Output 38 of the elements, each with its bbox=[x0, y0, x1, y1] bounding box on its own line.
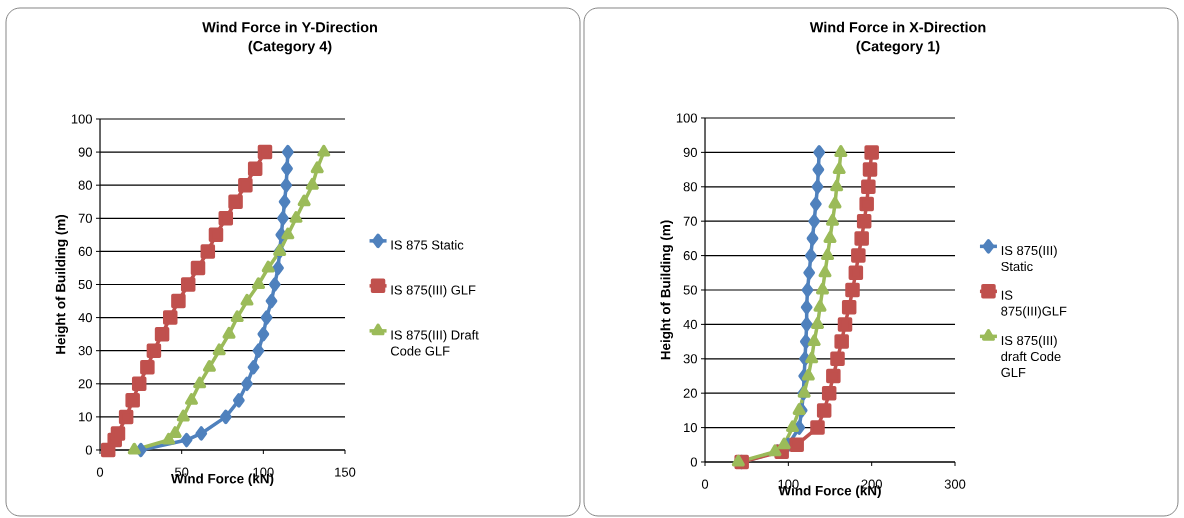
x-tick-label: 300 bbox=[944, 479, 966, 489]
y-tick-label: 100 bbox=[676, 113, 697, 123]
y-tick-label: 90 bbox=[683, 147, 697, 157]
y-tick-label: 50 bbox=[683, 285, 697, 295]
y-tick-label: 70 bbox=[683, 216, 697, 226]
y-tick-label: 0 bbox=[85, 445, 92, 455]
y-axis-title: Height of Building (m) bbox=[55, 214, 69, 354]
legend-label: IS 875(III) Static bbox=[1001, 245, 1057, 272]
y-tick-label: 90 bbox=[78, 147, 92, 157]
chart-subtitle: (Category 4) bbox=[248, 40, 332, 55]
x-tick-label: 0 bbox=[701, 479, 709, 489]
y-tick-label: 20 bbox=[683, 388, 697, 398]
y-tick-label: 70 bbox=[78, 213, 92, 223]
y-tick-label: 100 bbox=[71, 114, 92, 124]
y-axis-title: Height of Building (m) bbox=[660, 220, 674, 360]
y-tick-label: 0 bbox=[690, 457, 697, 467]
legend-label: IS 875 Static bbox=[391, 240, 464, 250]
y-tick-label: 80 bbox=[78, 180, 92, 190]
y-tick-label: 30 bbox=[78, 346, 92, 356]
y-tick-label: 20 bbox=[78, 379, 92, 389]
y-tick-label: 10 bbox=[684, 423, 697, 433]
chart-title: Wind Force in Y-Direction bbox=[202, 21, 377, 33]
x-tick-label: 150 bbox=[335, 467, 356, 477]
y-tick-label: 40 bbox=[78, 313, 92, 323]
chart-subtitle: (Category 1) bbox=[856, 40, 940, 55]
x-tick-label: 0 bbox=[96, 467, 104, 477]
y-tick-label: 50 bbox=[78, 279, 92, 290]
legend-label: IS 875(III) draft Code GLF bbox=[1001, 335, 1061, 377]
legend-label: IS 875(III)GLF bbox=[1001, 290, 1067, 319]
chart-title: Wind Force in X-Direction bbox=[809, 21, 986, 33]
legend-label: IS 875(III) GLF bbox=[391, 285, 476, 298]
y-tick-label: 60 bbox=[683, 251, 697, 261]
y-tick-label: 60 bbox=[78, 246, 92, 256]
y-tick-label: 10 bbox=[79, 412, 92, 422]
legend-label: IS 875(III) Draft Code GLF bbox=[390, 330, 479, 356]
y-tick-label: 30 bbox=[683, 354, 697, 364]
y-tick-label: 80 bbox=[683, 182, 697, 192]
y-tick-label: 40 bbox=[683, 319, 697, 329]
